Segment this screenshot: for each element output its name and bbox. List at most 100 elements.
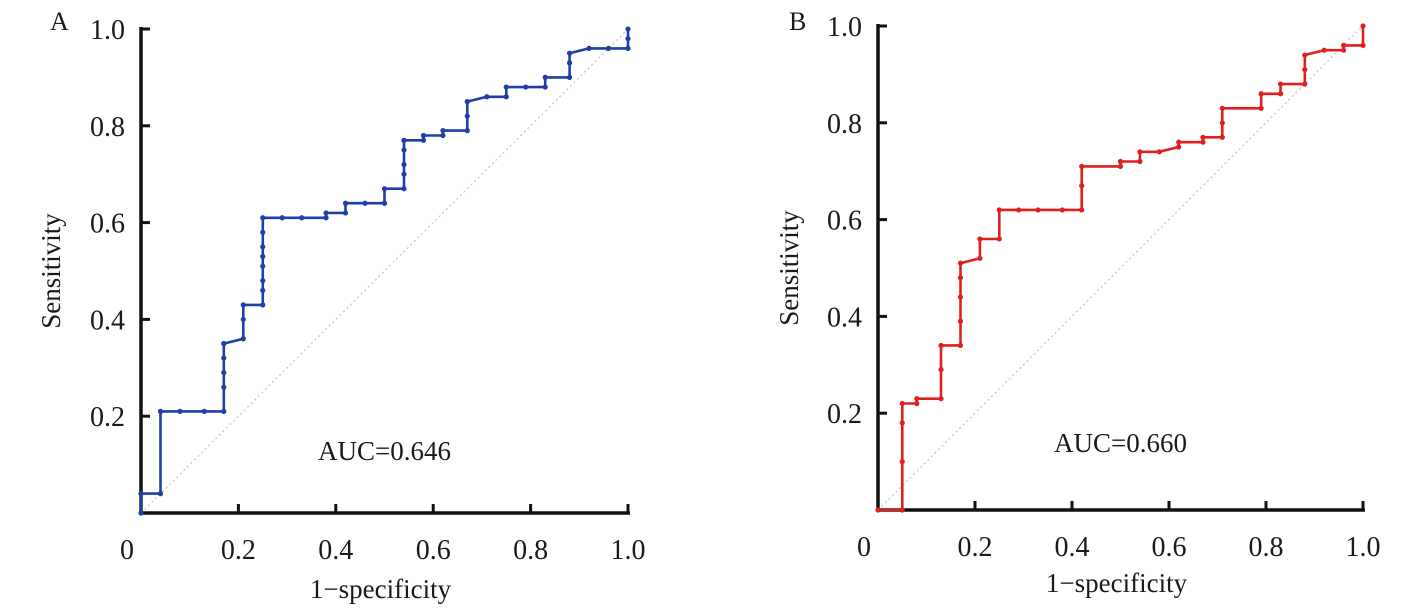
roc-curve-point [221, 355, 227, 361]
roc-curve-point [899, 400, 905, 407]
roc-curve-point [1341, 42, 1347, 48]
roc-curve-point [605, 45, 612, 51]
roc-curve-point [1360, 23, 1366, 29]
x-tick-label: 0.6 [416, 535, 451, 566]
roc-curve-point [342, 210, 349, 216]
roc-curve-point [1321, 47, 1327, 53]
roc-curve-point [240, 336, 246, 342]
roc-curve-point [625, 45, 631, 51]
roc-curve-point [401, 147, 407, 153]
roc-panel-b: 0.2 0.4 0.6 0.8 1.0 0 0.2 0.4 0.6 0.8 1.0 1−specifi… [774, 7, 1381, 598]
roc-curve-point [221, 341, 227, 347]
roc-curve-point [260, 244, 266, 250]
roc-curve-point [240, 316, 246, 322]
roc-curve-point [1079, 163, 1085, 169]
roc-curve-point [566, 60, 573, 66]
panel-letter: B [789, 7, 806, 36]
roc-curve-point [381, 186, 388, 192]
y-tick-label: 0.2 [827, 399, 862, 430]
roc-curve-point [299, 215, 305, 221]
y-tick-label: 0.2 [90, 402, 125, 433]
roc-curve-point [899, 507, 905, 513]
roc-curve-point [420, 132, 427, 139]
roc-curve-point [523, 84, 529, 90]
roc-curve-point [1200, 139, 1206, 145]
roc-curve-point [260, 253, 266, 260]
roc-curve-point [875, 507, 881, 513]
roc-curve-point [440, 132, 446, 139]
roc-curve-point [566, 74, 573, 80]
roc-curve-point [1219, 120, 1225, 126]
roc-curve-point [1117, 163, 1124, 169]
roc-curve-point [1360, 42, 1366, 48]
x-tick-label: 0.4 [1055, 532, 1090, 563]
roc-curve-point [260, 263, 266, 269]
roc-curve-point [157, 491, 164, 497]
roc-curve-point [1277, 81, 1284, 87]
roc-curve-point [484, 94, 490, 100]
roc-curve-point [914, 400, 920, 407]
roc-curve-point [938, 342, 944, 349]
roc-curve-point [625, 26, 631, 32]
roc-curve-point [1117, 158, 1124, 165]
y-tick-label: 0.8 [90, 112, 125, 143]
roc-curve-point [1137, 149, 1143, 155]
y-tick-label: 0.4 [90, 305, 125, 336]
roc-curve-point [157, 408, 164, 414]
roc-curve-point [260, 287, 266, 293]
y-axis-title: Sensitivity [774, 210, 804, 326]
roc-curve-point [957, 294, 964, 300]
x-tick-label: 0.4 [318, 535, 353, 566]
roc-curve-point [1302, 66, 1308, 73]
roc-curve-point [938, 367, 944, 373]
roc-curve-point [957, 275, 964, 281]
roc-curve-point [1156, 149, 1162, 155]
roc-curve-point [440, 128, 446, 134]
roc-curve-point [542, 74, 548, 80]
roc-curve-point [1176, 139, 1182, 145]
roc-curve-point [899, 459, 905, 465]
roc-curve-point [323, 210, 329, 216]
roc-curve-point [1341, 47, 1347, 53]
roc-curve-point [401, 186, 407, 192]
roc-curve-point [938, 396, 944, 402]
reference-diagonal [877, 25, 1364, 511]
roc-curve-point [1059, 207, 1065, 213]
roc-curve-point [464, 99, 470, 105]
roc-curve-point [221, 370, 227, 376]
roc-curve-point [1200, 134, 1206, 140]
roc-curve-point [464, 113, 470, 119]
roc-curve-point [977, 236, 983, 242]
roc-curve-point [1035, 207, 1041, 213]
roc-curve-point [221, 408, 227, 414]
roc-curve-point [1258, 105, 1264, 111]
roc-curve-point [260, 229, 266, 235]
y-tick-label: 0.8 [827, 109, 862, 140]
roc-curve-point [1302, 81, 1308, 87]
x-tick-label: 0 [120, 535, 134, 566]
roc-curve-point [586, 45, 592, 51]
roc-curve-point [240, 302, 246, 308]
roc-panel-a: 0.2 0.4 0.6 0.8 1.0 0 0.2 0.4 0.6 0.8 1.0 1−specifi… [36, 7, 646, 604]
roc-curve-point [1258, 91, 1264, 97]
roc-curve-point [914, 396, 920, 402]
auc-annotation: AUC=0.646 [318, 436, 451, 466]
roc-curve-point [401, 161, 407, 168]
roc-curve-point [503, 94, 509, 100]
x-tick-label: 0.2 [958, 532, 993, 563]
roc-curve-point [996, 207, 1002, 213]
roc-curve-point [1137, 158, 1143, 165]
roc-curve-point [977, 255, 983, 261]
roc-curve-point [177, 408, 183, 414]
auc-annotation: AUC=0.660 [1054, 428, 1187, 458]
roc-curve-point [503, 84, 509, 90]
x-tick-label: 1.0 [611, 535, 646, 566]
roc-curve-point [1079, 207, 1085, 213]
roc-curve-point [1016, 207, 1022, 213]
roc-curve-point [138, 510, 144, 516]
roc-curve-point [401, 171, 407, 177]
roc-curve-point [542, 84, 548, 90]
roc-curve-point [401, 137, 407, 143]
roc-curve-point [1219, 105, 1225, 111]
